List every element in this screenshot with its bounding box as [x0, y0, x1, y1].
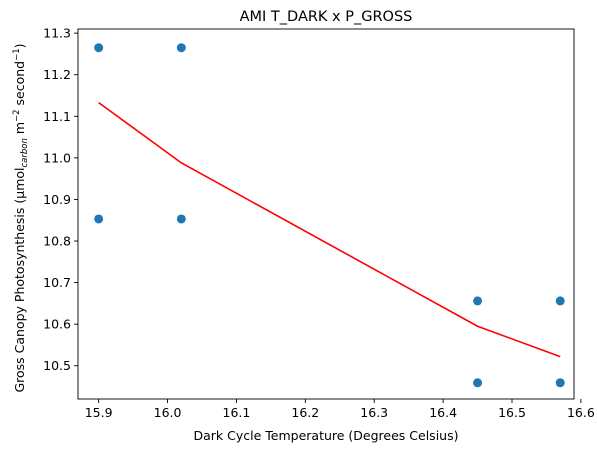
- scatter-point-1: [94, 214, 104, 224]
- scatter-point-2: [176, 43, 186, 53]
- y-tick-label: 10.5: [43, 358, 71, 373]
- y-axis-label-exponent-2: −1: [12, 48, 22, 61]
- scatter-point-5: [473, 378, 483, 388]
- y-axis-ticks: 10.5 10.6 10.7 10.8 10.9 11.0 11.1 11.2 11.3: [43, 26, 78, 373]
- x-tick-label: 16.4: [429, 405, 457, 420]
- y-axis-label-subscript: carbon: [20, 138, 30, 167]
- x-axis-label: Dark Cycle Temperature (Degrees Celsius): [194, 428, 459, 443]
- y-tick-label: 11.1: [43, 109, 71, 124]
- x-tick-label: 16.2: [291, 405, 319, 420]
- trend-line: [98, 101, 561, 358]
- plot-marks: [94, 43, 565, 388]
- plot-frame: [77, 28, 575, 400]
- y-tick-label: 10.7: [43, 275, 71, 290]
- y-axis-label-unit-m: m: [12, 122, 27, 138]
- x-tick-label: 16.5: [498, 405, 526, 420]
- scatter-point-3: [176, 214, 186, 224]
- y-tick-label: 10.9: [43, 192, 71, 207]
- scatter-point-6: [555, 296, 565, 306]
- y-axis-label-unit-second: second: [12, 61, 27, 110]
- y-axis-label: Gross Canopy Photosynthesis (µmolcarbon …: [12, 43, 30, 392]
- x-tick-label: 15.9: [85, 405, 113, 420]
- y-axis-label-exponent-1: −2: [12, 109, 22, 122]
- y-axis-label-close: ): [12, 43, 27, 48]
- x-axis-ticks: 15.9 16.0 16.1 16.2 16.3 16.4 16.5 16.6: [85, 399, 595, 420]
- chart-title: AMI T_DARK x P_GROSS: [240, 9, 413, 25]
- scatter-point-7: [555, 378, 565, 388]
- x-tick-label: 16.6: [567, 405, 595, 420]
- y-tick-label: 11.2: [43, 67, 71, 82]
- x-tick-label: 16.0: [154, 405, 182, 420]
- x-tick-label: 16.3: [360, 405, 388, 420]
- y-tick-label: 10.6: [43, 317, 71, 332]
- scatter-point-0: [94, 43, 104, 53]
- x-tick-label: 16.1: [223, 405, 251, 420]
- y-tick-label: 10.8: [43, 234, 71, 249]
- y-tick-label: 11.3: [43, 26, 71, 41]
- y-axis-label-main: Gross Canopy Photosynthesis (µmol: [12, 167, 27, 392]
- y-tick-label: 11.0: [43, 150, 71, 165]
- scatter-point-4: [473, 296, 483, 306]
